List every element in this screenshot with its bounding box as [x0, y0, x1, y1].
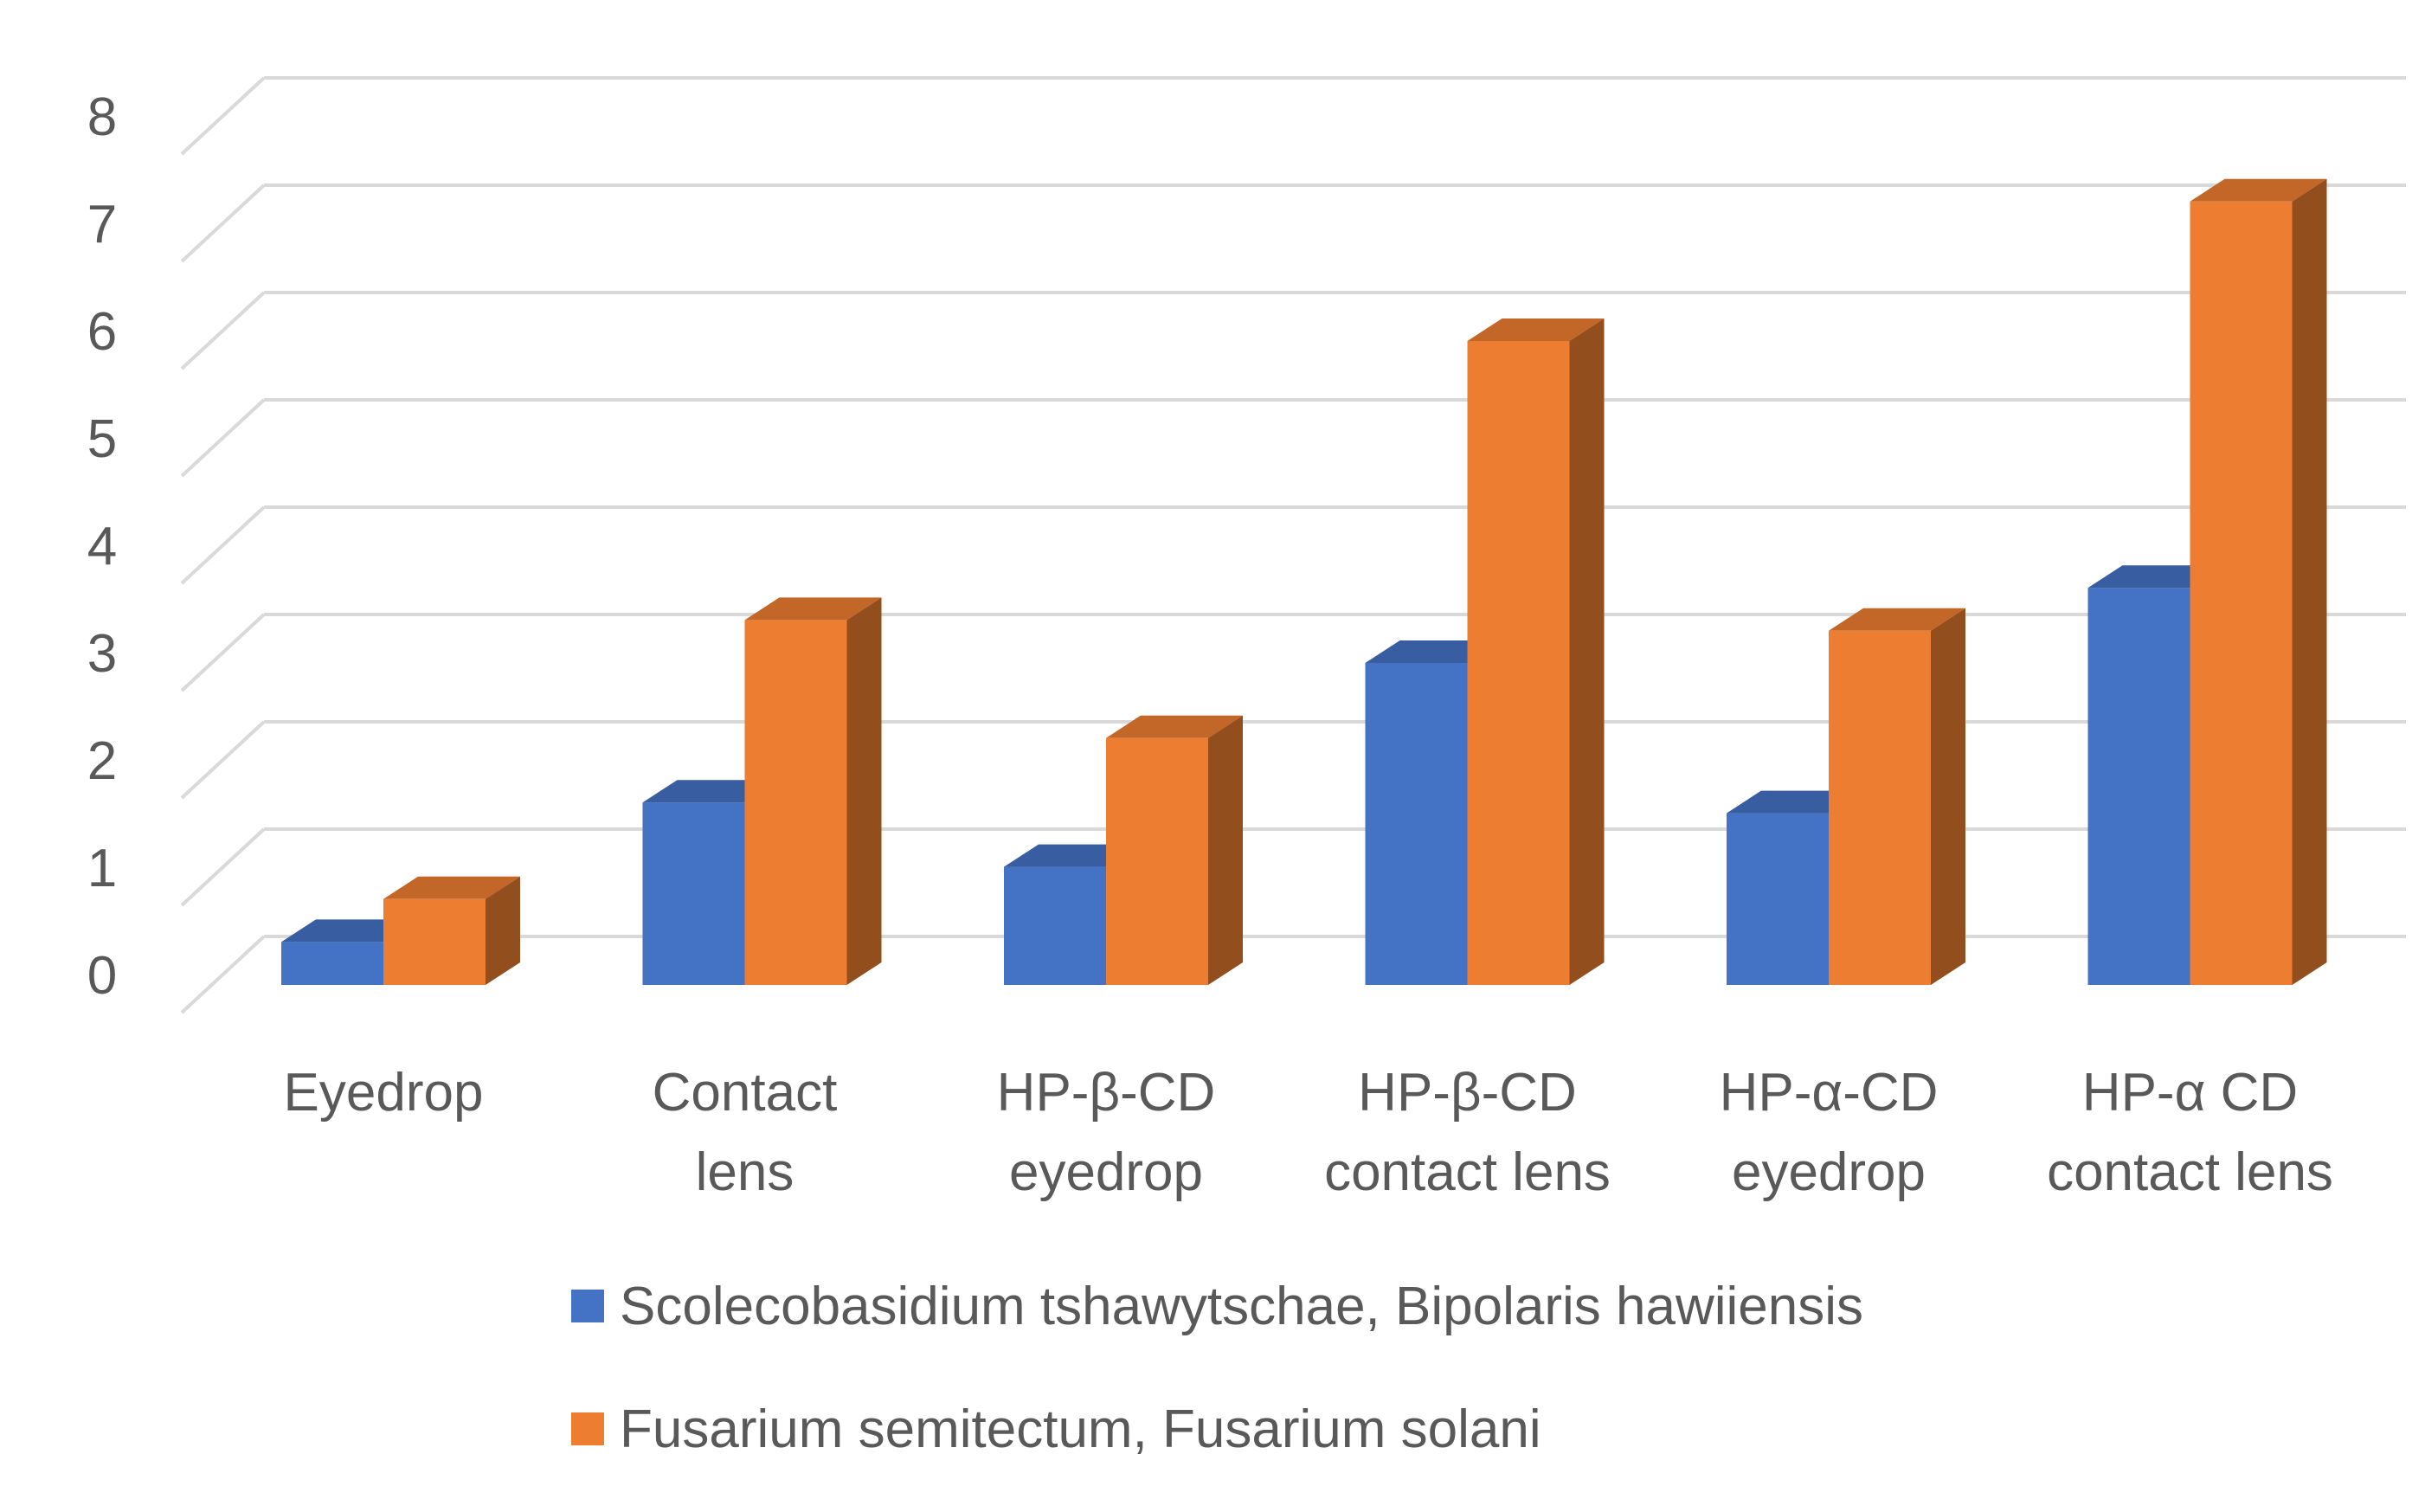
- y-tick-label: 2: [87, 731, 117, 791]
- x-tick-label: HP-α-CD eyedrop: [1720, 1063, 1939, 1202]
- y-tick-label: 4: [87, 517, 117, 576]
- gridline: [180, 183, 2406, 263]
- legend-swatch: [571, 1412, 604, 1445]
- y-tick-label: 8: [87, 87, 117, 147]
- x-tick-label: Eyedrop: [284, 1063, 484, 1123]
- y-tick-label: 5: [87, 409, 117, 469]
- legend-label: Scolecobasidium tshawytschae, Bipolaris …: [620, 1277, 1863, 1336]
- legend: Scolecobasidium tshawytschae, Bipolaris …: [571, 1277, 1863, 1459]
- gridline: [180, 398, 2406, 478]
- gridline: [180, 935, 2406, 1014]
- y-tick-label: 7: [87, 195, 117, 254]
- legend-entry: Scolecobasidium tshawytschae, Bipolaris …: [571, 1277, 1863, 1336]
- bar: [1829, 608, 1965, 985]
- grid: [180, 76, 2406, 1014]
- y-axis: 0 1 2 3 4 5 6 7 8: [87, 87, 117, 1006]
- legend-swatch: [571, 1290, 604, 1322]
- bar: [1467, 318, 1605, 985]
- bar: [383, 876, 520, 985]
- bar: [2190, 178, 2327, 986]
- plot-area: [281, 178, 2327, 986]
- x-tick-label: HP-β-CD eyedrop: [997, 1063, 1216, 1202]
- gridline: [180, 720, 2406, 800]
- y-tick-label: 1: [87, 839, 117, 898]
- legend-entry: Fusarium semitectum, Fusarium solani: [571, 1399, 1541, 1459]
- y-tick-label: 6: [87, 302, 117, 362]
- x-axis: Eyedrop Contact lens HP-β-CD eyedrop HP-β-CD c…: [284, 1063, 2333, 1202]
- x-tick-label: HP-β-CD contact lens: [1324, 1063, 1611, 1202]
- y-tick-label: 3: [87, 624, 117, 684]
- legend-label: Fusarium semitectum, Fusarium solani: [620, 1399, 1541, 1459]
- gridline: [180, 613, 2406, 692]
- x-tick-label: Contact lens: [653, 1063, 838, 1202]
- x-tick-label: HP-α CD contact lens: [2047, 1063, 2333, 1202]
- bar: [744, 597, 882, 985]
- gridline: [180, 827, 2406, 907]
- bar: [1106, 715, 1243, 985]
- gridline: [180, 291, 2406, 370]
- gridline: [180, 76, 2406, 156]
- y-tick-label: 0: [87, 946, 117, 1006]
- gridline: [180, 505, 2406, 585]
